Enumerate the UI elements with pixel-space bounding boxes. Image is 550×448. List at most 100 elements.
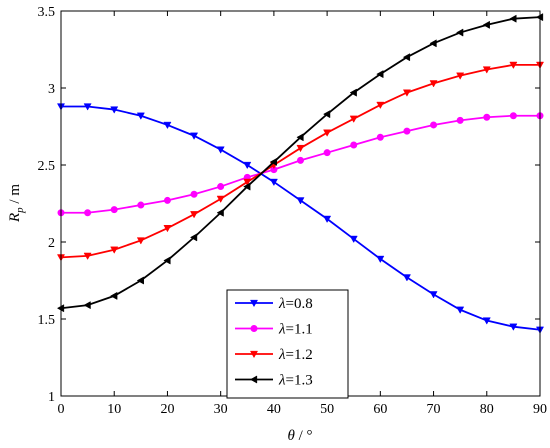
series-4-point bbox=[83, 301, 91, 310]
series-4-point bbox=[322, 110, 331, 119]
series-1-point bbox=[296, 197, 305, 205]
series-3-point bbox=[456, 72, 465, 80]
legend-item-3: λ=1.2 bbox=[235, 347, 313, 363]
series-3-point bbox=[296, 144, 305, 153]
y-tick-label: 2.5 bbox=[38, 159, 56, 174]
series-2-point bbox=[350, 141, 358, 149]
series-3-point bbox=[136, 237, 145, 245]
series-4-point bbox=[349, 88, 357, 97]
series-3-point bbox=[429, 80, 438, 88]
series-4-point bbox=[509, 14, 517, 23]
series-1-point bbox=[509, 323, 518, 331]
series-2-point bbox=[297, 156, 304, 164]
x-tick-label: 0 bbox=[58, 402, 65, 417]
series-3-point bbox=[190, 211, 199, 219]
legend-label-value: =1.1 bbox=[286, 322, 313, 338]
series-2-point bbox=[376, 133, 384, 141]
series-2-point bbox=[456, 116, 464, 124]
series-3-point bbox=[163, 225, 172, 233]
series-4-point bbox=[110, 291, 118, 300]
series-2-point bbox=[190, 190, 198, 198]
series-3-point bbox=[110, 246, 119, 254]
y-tick-label: 3 bbox=[48, 82, 55, 97]
legend-label-var: λ bbox=[278, 347, 286, 363]
legend-swatch-marker bbox=[250, 325, 258, 332]
y-tick-label: 1 bbox=[48, 390, 55, 405]
series-2-point bbox=[110, 206, 118, 214]
series-3-point bbox=[323, 129, 332, 137]
x-tick-label: 60 bbox=[373, 402, 387, 417]
series-3-point bbox=[482, 66, 491, 74]
legend-label: λ=1.3 bbox=[278, 373, 313, 389]
y-axis-label-sub: p bbox=[14, 207, 26, 214]
series-1-point bbox=[243, 161, 252, 170]
y-axis-label-unit: / m bbox=[7, 184, 23, 208]
series-1-point bbox=[269, 178, 278, 187]
series-2-point bbox=[509, 112, 517, 120]
series-4-point bbox=[189, 233, 198, 242]
series-1-point bbox=[349, 235, 358, 244]
x-tick-label: 80 bbox=[480, 402, 494, 417]
legend-item-4: λ=1.3 bbox=[235, 373, 313, 389]
series-1-point bbox=[136, 112, 145, 120]
series-4-point bbox=[296, 133, 304, 142]
x-tick-label: 40 bbox=[267, 402, 281, 417]
x-tick-label: 30 bbox=[214, 402, 228, 417]
y-tick-label: 1.5 bbox=[38, 313, 56, 328]
series-1-point bbox=[429, 291, 438, 299]
legend-item-2: λ=1.1 bbox=[235, 322, 313, 338]
series-4-point bbox=[482, 20, 490, 29]
series-1 bbox=[56, 103, 545, 334]
series-3-point bbox=[376, 101, 385, 110]
y-axis-label: Rp / m bbox=[7, 184, 26, 223]
series-3-point bbox=[83, 252, 92, 260]
series-3-point bbox=[402, 89, 411, 97]
series-2-point bbox=[430, 121, 438, 129]
series-2-point bbox=[163, 196, 171, 204]
series-2-point bbox=[403, 127, 411, 135]
series-1-point bbox=[456, 306, 465, 314]
legend-label: λ=1.2 bbox=[278, 347, 313, 363]
x-tick-label: 10 bbox=[107, 402, 121, 417]
series-4-point bbox=[456, 28, 464, 37]
series-1-point bbox=[323, 215, 332, 224]
legend-label-var: λ bbox=[278, 296, 286, 312]
x-tick-label: 70 bbox=[427, 402, 441, 417]
series-1-point bbox=[216, 146, 225, 154]
series-3-point bbox=[349, 115, 358, 123]
series-3 bbox=[56, 61, 545, 262]
y-tick-label: 3.5 bbox=[38, 5, 56, 20]
series-2-point bbox=[137, 201, 145, 209]
series-3-point bbox=[243, 178, 252, 187]
series-2 bbox=[57, 112, 544, 217]
y-axis-label-var: R bbox=[7, 213, 23, 223]
legend-label-value: =0.8 bbox=[286, 296, 313, 312]
series-4-point bbox=[402, 53, 411, 62]
series-1-point bbox=[83, 103, 92, 111]
axes-layer: 0 10 20 30 40 50 60 70 80 90 1 1.5 2 2.5 3 3.5 bbox=[38, 5, 548, 417]
series-2-point bbox=[323, 149, 331, 157]
legend-swatch-marker bbox=[249, 350, 259, 359]
legend-label-var: λ bbox=[278, 322, 286, 338]
series-4-point bbox=[429, 39, 437, 48]
series-3-point bbox=[509, 61, 518, 70]
legend-swatch-marker bbox=[249, 375, 258, 384]
x-tick-label: 50 bbox=[320, 402, 334, 417]
series-2-point bbox=[483, 113, 491, 121]
x-tick-label: 20 bbox=[160, 402, 174, 417]
legend-label: λ=1.1 bbox=[278, 322, 313, 338]
series-1-point bbox=[110, 106, 119, 114]
y-tick-label: 2 bbox=[48, 236, 55, 251]
x-axis-label-var: θ bbox=[287, 428, 295, 444]
series-4-point bbox=[136, 276, 144, 285]
series-4-point bbox=[243, 182, 251, 191]
series-4-point bbox=[269, 157, 278, 166]
series-2-point bbox=[217, 183, 225, 191]
legend-label: λ=0.8 bbox=[278, 296, 313, 312]
legend-item-1: λ=0.8 bbox=[235, 296, 313, 312]
series-4-point bbox=[376, 70, 384, 79]
series-1-point bbox=[402, 274, 411, 282]
legend-label-value: =1.2 bbox=[286, 347, 313, 363]
x-axis-label: θ / ° bbox=[287, 428, 312, 444]
